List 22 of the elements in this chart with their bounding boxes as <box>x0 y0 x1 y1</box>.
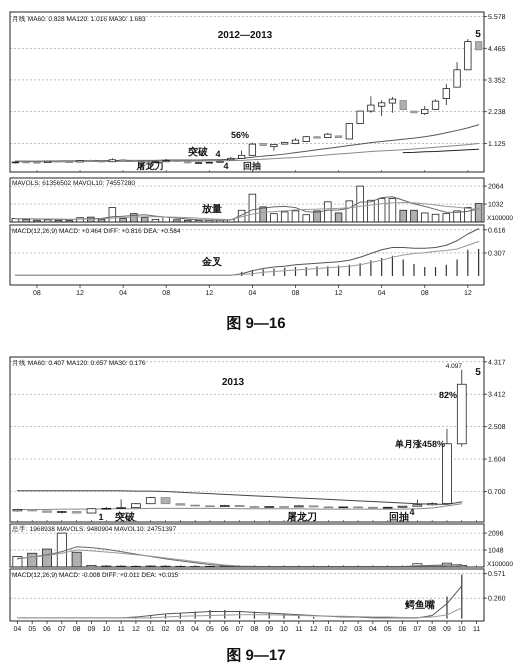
annotation: 2012—2013 <box>218 30 273 41</box>
annotation: 1 <box>98 512 104 522</box>
annotation: 突破 <box>187 146 209 158</box>
annotation: 82% <box>438 390 458 400</box>
annotation: 回抽 <box>389 511 409 523</box>
annotation: 5 <box>475 29 482 40</box>
caption: 图 9—17 <box>226 647 286 664</box>
annotation: 单月涨458% <box>394 439 446 449</box>
annotation: 屠龙刀 <box>136 161 164 171</box>
annotation: 2013 <box>222 377 245 388</box>
annotation: 回抽 <box>243 161 261 171</box>
annotation: 5 <box>475 367 482 378</box>
annotation: 鳄鱼嘴 <box>404 599 436 611</box>
annotation: 屠龙刀 <box>286 511 317 523</box>
annotation: 4 <box>215 149 221 159</box>
caption: 图 9—16 <box>226 315 286 332</box>
annotation: 56% <box>230 130 250 140</box>
annotation: 放量 <box>201 203 222 215</box>
annotation: 金叉 <box>201 256 223 268</box>
annotation: 4 <box>409 507 415 517</box>
annotation: 突破 <box>114 511 136 523</box>
annotation: 4 <box>223 161 229 171</box>
